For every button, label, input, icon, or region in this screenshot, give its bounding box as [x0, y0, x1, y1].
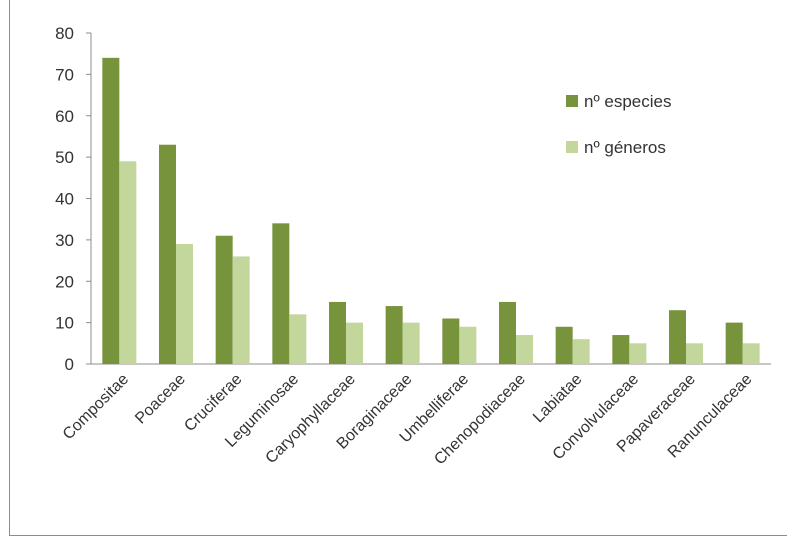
- bar-generos: [459, 326, 477, 364]
- bar-especies: [669, 310, 686, 364]
- bar-generos: [686, 343, 703, 364]
- legend: nº especies nº géneros: [566, 92, 671, 157]
- legend-label-especies: nº especies: [584, 92, 671, 111]
- x-tick-label: Poaceae: [132, 371, 189, 428]
- legend-swatch-generos: [566, 141, 578, 153]
- y-tick-label: 70: [55, 65, 74, 84]
- bar-generos: [232, 256, 250, 364]
- legend-swatch-especies: [566, 95, 578, 107]
- chart-frame: [9, 0, 787, 536]
- y-tick-label: 20: [55, 272, 74, 291]
- bar-generos: [402, 322, 420, 364]
- bar-especies: [215, 235, 233, 364]
- bar-generos: [742, 343, 760, 364]
- x-tick-label: Compositae: [60, 371, 132, 443]
- y-ticks: 0 10 20 30 40 50 60 70 80: [55, 24, 91, 374]
- bar-especies: [499, 301, 516, 364]
- bar-especies: [159, 144, 176, 364]
- bar-generos: [629, 343, 647, 364]
- bar-especies: [555, 326, 573, 364]
- bar-generos: [516, 335, 533, 364]
- bar-generos: [176, 244, 193, 364]
- bar-especies: [385, 306, 403, 364]
- bar-generos: [572, 339, 590, 364]
- y-tick-label: 80: [55, 24, 74, 43]
- legend-label-generos: nº géneros: [584, 138, 666, 157]
- bar-especies: [725, 322, 743, 364]
- bars: [102, 57, 760, 364]
- x-tick-label: Labiatae: [530, 371, 586, 427]
- y-tick-label: 10: [55, 314, 74, 333]
- bar-especies: [329, 301, 346, 364]
- bar-generos: [346, 322, 363, 364]
- bar-especies: [272, 223, 290, 364]
- bar-especies: [612, 335, 630, 364]
- y-tick-label: 40: [55, 190, 74, 209]
- bar-generos: [119, 161, 137, 364]
- y-tick-label: 30: [55, 231, 74, 250]
- bar-generos: [289, 314, 307, 364]
- y-tick-label: 50: [55, 148, 74, 167]
- y-tick-label: 0: [65, 355, 74, 374]
- x-tick-labels: Compositae PoaceaeCruciferaeLeguminosaeCa…: [60, 371, 756, 469]
- bar-especies: [102, 57, 120, 364]
- y-tick-label: 60: [55, 107, 74, 126]
- bar-especies: [442, 318, 460, 364]
